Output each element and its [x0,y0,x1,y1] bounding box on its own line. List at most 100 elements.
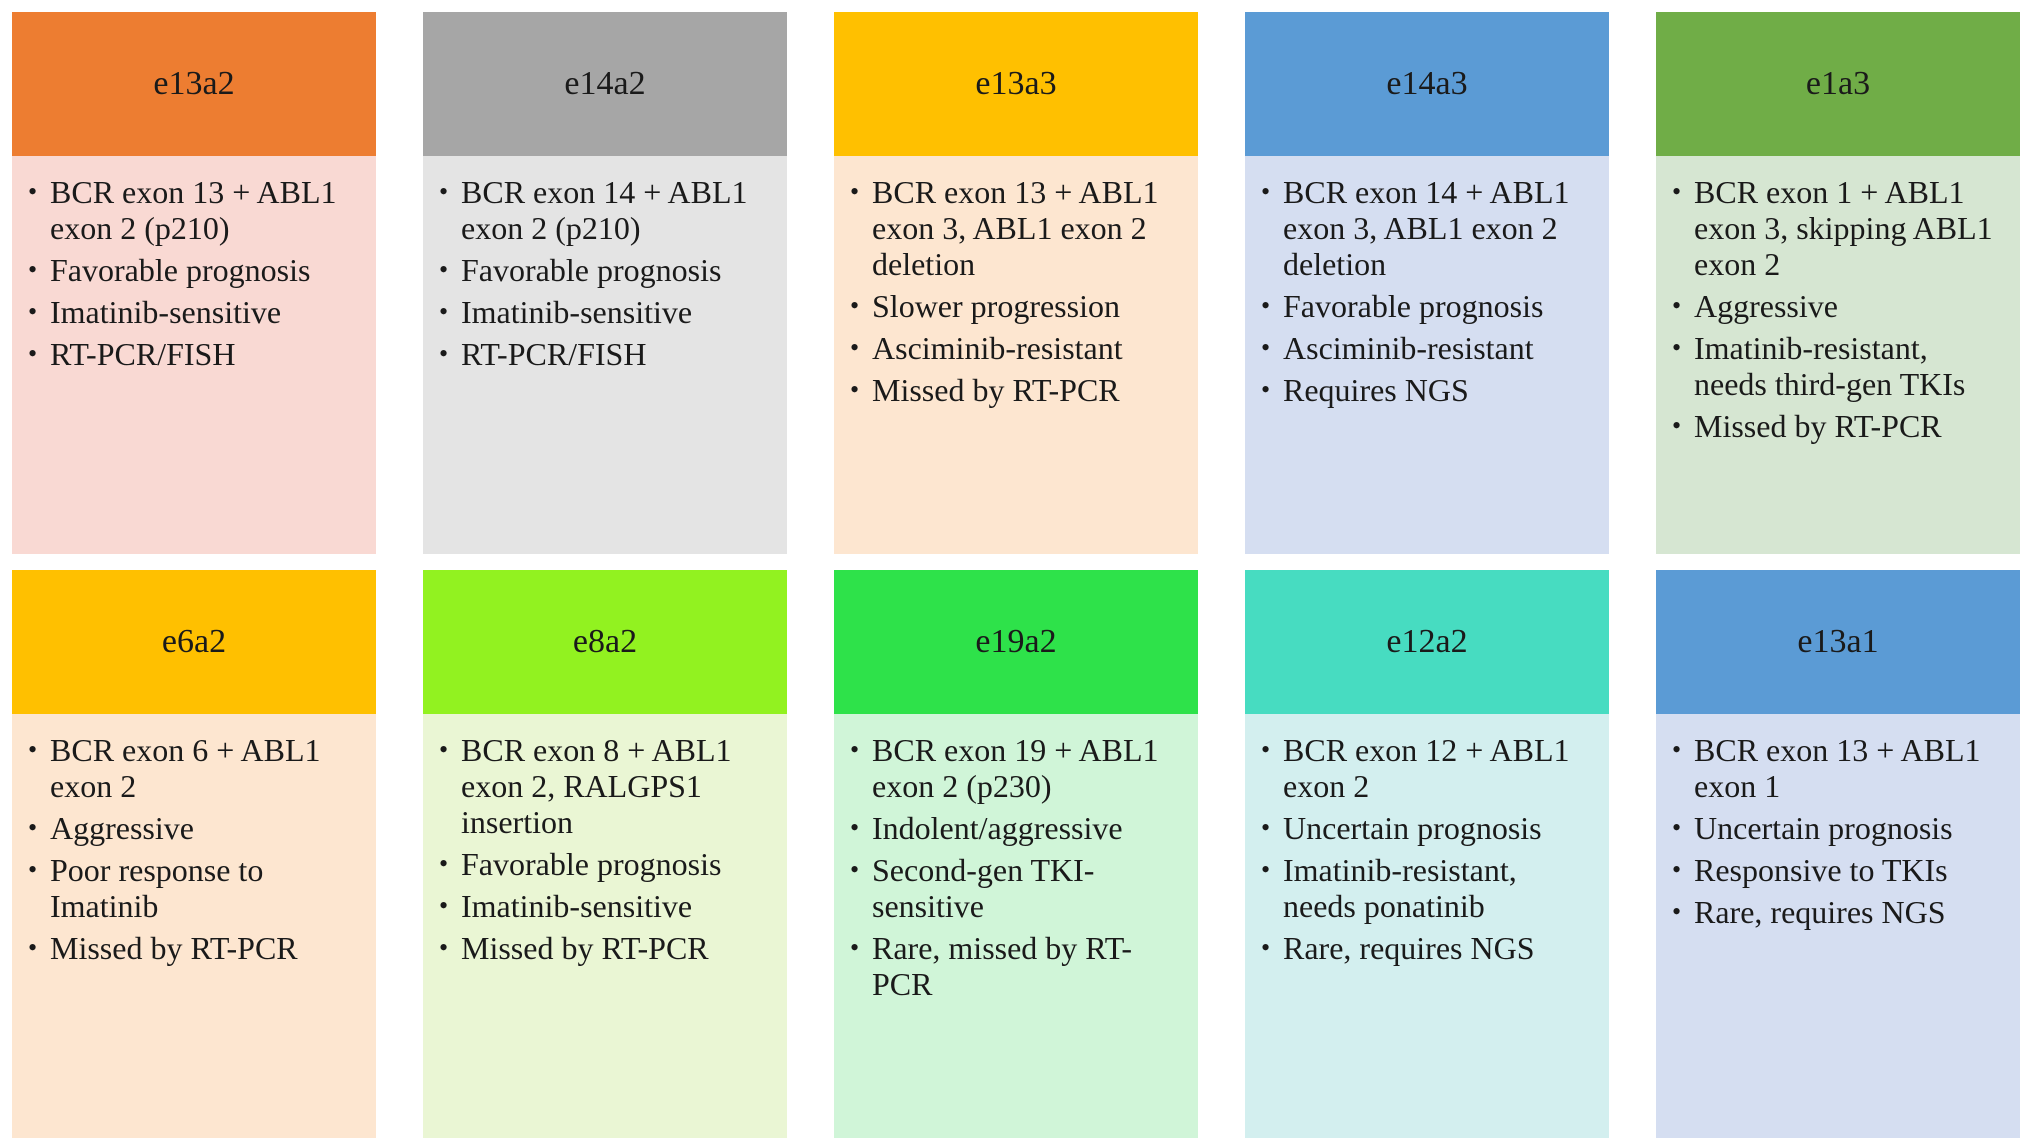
feature-list: • BCR exon 13 + ABL1 exon 3, ABL1 exon 2 … [850,174,1184,408]
feature-list: • BCR exon 13 + ABL1 exon 1 • Uncertain pro… [1672,732,2006,930]
card-title: e19a2 [834,570,1198,714]
feature-list-item: • Imatinib-sensitive [28,294,362,330]
bullet-icon: • [1261,375,1271,404]
variant-card-e8a2: e8a2 • BCR exon 8 + ABL1 exon 2, RALGPS1 i… [423,570,787,1138]
card-title: e14a3 [1245,12,1609,156]
feature-text: Imatinib-resistant, needs third-gen TKIs [1694,330,1966,402]
feature-list-item: • BCR exon 19 + ABL1 exon 2 (p230) [850,732,1184,804]
feature-list-item: • Second-gen TKI-sensitive [850,852,1184,924]
feature-list-item: • Asciminib-resistant [850,330,1184,366]
variant-card-grid: e13a2 • BCR exon 13 + ABL1 exon 2 (p210) • F… [12,12,2020,1138]
feature-list: • BCR exon 8 + ABL1 exon 2, RALGPS1 inser… [439,732,773,966]
feature-list: • BCR exon 6 + ABL1 exon 2 • Aggressive • Poo… [28,732,362,966]
feature-text: Missed by RT-PCR [50,930,298,966]
bullet-icon: • [28,339,38,368]
bullet-icon: • [28,177,38,206]
feature-list-item: • BCR exon 13 + ABL1 exon 3, ABL1 exon 2 … [850,174,1184,282]
feature-list-item: • RT-PCR/FISH [28,336,362,372]
bullet-icon: • [28,255,38,284]
card-body: • BCR exon 14 + ABL1 exon 3, ABL1 exon 2 … [1245,156,1609,554]
card-body: • BCR exon 13 + ABL1 exon 2 (p210) • Favora… [12,156,376,554]
feature-list-item: • Rare, missed by RT-PCR [850,930,1184,1002]
bullet-icon: • [850,813,860,842]
feature-text: BCR exon 19 + ABL1 exon 2 (p230) [872,732,1159,804]
card-title: e13a2 [12,12,376,156]
feature-list-item: • BCR exon 6 + ABL1 exon 2 [28,732,362,804]
feature-text: BCR exon 14 + ABL1 exon 3, ABL1 exon 2 d… [1283,174,1570,282]
feature-list-item: • BCR exon 13 + ABL1 exon 1 [1672,732,2006,804]
feature-list: • BCR exon 1 + ABL1 exon 3, skipping ABL1… [1672,174,2006,444]
bullet-icon: • [850,333,860,362]
variant-card-e14a3: e14a3 • BCR exon 14 + ABL1 exon 3, ABL1 ex… [1245,12,1609,554]
feature-text: BCR exon 8 + ABL1 exon 2, RALGPS1 insert… [461,732,732,840]
card-title: e13a3 [834,12,1198,156]
card-body: • BCR exon 8 + ABL1 exon 2, RALGPS1 inser… [423,714,787,1138]
feature-list-item: • Favorable prognosis [28,252,362,288]
feature-text: Asciminib-resistant [872,330,1123,366]
feature-list: • BCR exon 13 + ABL1 exon 2 (p210) • Favora… [28,174,362,372]
feature-list-item: • BCR exon 1 + ABL1 exon 3, skipping ABL1… [1672,174,2006,282]
feature-list: • BCR exon 19 + ABL1 exon 2 (p230) • Indole… [850,732,1184,1002]
card-body: • BCR exon 19 + ABL1 exon 2 (p230) • Indole… [834,714,1198,1138]
feature-text: Requires NGS [1283,372,1469,408]
bullet-icon: • [439,849,449,878]
feature-list-item: • Requires NGS [1261,372,1595,408]
feature-text: Missed by RT-PCR [1694,408,1942,444]
feature-list-item: • Uncertain prognosis [1672,810,2006,846]
bullet-icon: • [1672,813,1682,842]
bullet-icon: • [439,177,449,206]
feature-list: • BCR exon 14 + ABL1 exon 2 (p210) • Favora… [439,174,773,372]
feature-text: Uncertain prognosis [1283,810,1542,846]
card-body: • BCR exon 14 + ABL1 exon 2 (p210) • Favora… [423,156,787,554]
feature-list-item: • BCR exon 14 + ABL1 exon 3, ABL1 exon 2 … [1261,174,1595,282]
bullet-icon: • [439,735,449,764]
bullet-icon: • [439,891,449,920]
bullet-icon: • [1261,735,1271,764]
feature-list-item: • Uncertain prognosis [1261,810,1595,846]
feature-list-item: • Indolent/aggressive [850,810,1184,846]
feature-text: BCR exon 12 + ABL1 exon 2 [1283,732,1570,804]
bullet-icon: • [28,735,38,764]
feature-text: Missed by RT-PCR [461,930,709,966]
feature-list-item: • Missed by RT-PCR [439,930,773,966]
card-title: e12a2 [1245,570,1609,714]
bullet-icon: • [28,813,38,842]
bullet-icon: • [1672,177,1682,206]
feature-list-item: • RT-PCR/FISH [439,336,773,372]
feature-list-item: • Favorable prognosis [439,252,773,288]
bullet-icon: • [439,297,449,326]
bullet-icon: • [1672,291,1682,320]
feature-list-item: • Missed by RT-PCR [28,930,362,966]
bullet-icon: • [1672,411,1682,440]
variant-card-e13a3: e13a3 • BCR exon 13 + ABL1 exon 3, ABL1 ex… [834,12,1198,554]
feature-text: Slower progression [872,288,1120,324]
feature-text: Imatinib-sensitive [461,294,693,330]
bullet-icon: • [850,375,860,404]
feature-text: Indolent/aggressive [872,810,1123,846]
feature-list-item: • Imatinib-sensitive [439,888,773,924]
feature-text: Rare, requires NGS [1694,894,1946,930]
feature-list-item: • Imatinib-resistant, needs ponatinib [1261,852,1595,924]
feature-list-item: • Responsive to TKIs [1672,852,2006,888]
feature-text: Aggressive [1694,288,1838,324]
card-body: • BCR exon 6 + ABL1 exon 2 • Aggressive • Poo… [12,714,376,1138]
feature-list-item: • Missed by RT-PCR [1672,408,2006,444]
card-body: • BCR exon 13 + ABL1 exon 3, ABL1 exon 2 … [834,156,1198,554]
variant-card-e12a2: e12a2 • BCR exon 12 + ABL1 exon 2 • Uncertai… [1245,570,1609,1138]
feature-text: Rare, requires NGS [1283,930,1535,966]
feature-list-item: • BCR exon 14 + ABL1 exon 2 (p210) [439,174,773,246]
feature-text: Second-gen TKI-sensitive [872,852,1095,924]
bullet-icon: • [850,735,860,764]
bullet-icon: • [1261,933,1271,962]
feature-text: Responsive to TKIs [1694,852,1948,888]
feature-text: Favorable prognosis [50,252,311,288]
feature-text: Imatinib-sensitive [50,294,282,330]
variant-card-e14a2: e14a2 • BCR exon 14 + ABL1 exon 2 (p210) • F… [423,12,787,554]
feature-list-item: • Rare, requires NGS [1672,894,2006,930]
feature-list-item: • Asciminib-resistant [1261,330,1595,366]
feature-text: Asciminib-resistant [1283,330,1534,366]
variant-card-e19a2: e19a2 • BCR exon 19 + ABL1 exon 2 (p230) • I… [834,570,1198,1138]
feature-text: Rare, missed by RT-PCR [872,930,1132,1002]
feature-text: Imatinib-resistant, needs ponatinib [1283,852,1517,924]
feature-text: RT-PCR/FISH [461,336,647,372]
